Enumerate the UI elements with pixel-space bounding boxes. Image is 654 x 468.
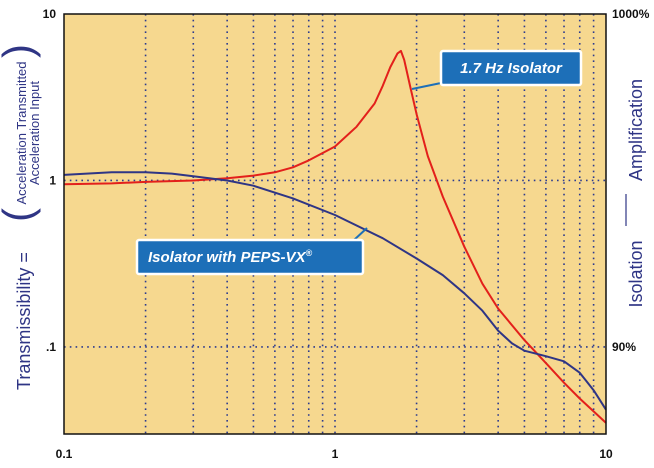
callout-label-blue: Isolator with PEPS-VX® xyxy=(148,248,313,266)
y-axis-label: Transmissibility = ( Acceleration Transm… xyxy=(0,44,42,390)
plot-frame xyxy=(63,13,607,435)
callout-label-blue-text: Isolator with PEPS-VX xyxy=(148,249,307,266)
callout-box-blue xyxy=(135,238,365,276)
right-tick-label: 90% xyxy=(612,340,636,354)
right-label-amplification: Amplification xyxy=(626,79,646,181)
y-axis-label-main: Transmissibility = xyxy=(14,252,34,390)
right-tick-label: 1000% xyxy=(612,7,650,21)
tick-labels: 0.1 1 10 10 1 .1 1000% 90% xyxy=(43,7,650,461)
right-paren: ) xyxy=(0,44,41,58)
callout-leader-red xyxy=(411,82,442,90)
x-tick-label: 0.1 xyxy=(56,447,73,461)
x-tick-label: 1 xyxy=(332,447,339,461)
y-axis-label-denominator: Acceleration Input xyxy=(27,81,42,185)
callout-label-red: 1.7 Hz Isolator xyxy=(460,60,563,77)
registered-mark: ® xyxy=(306,248,313,258)
series-line-1 xyxy=(63,171,607,411)
right-axis-label: Isolation Amplification xyxy=(625,79,646,308)
callout-peps-vx: Isolator with PEPS-VX® xyxy=(135,227,368,276)
right-label-isolation: Isolation xyxy=(626,240,646,307)
y-tick-label: 10 xyxy=(43,7,57,21)
series-lines xyxy=(63,49,607,424)
y-axis-label-numerator: Acceleration Transmitted xyxy=(14,61,29,204)
callout-box-red xyxy=(439,49,583,87)
y-tick-label: 1 xyxy=(49,173,56,187)
x-tick-label: 10 xyxy=(599,447,613,461)
y-tick-label: .1 xyxy=(46,340,56,354)
callout-leader-blue xyxy=(353,227,368,241)
left-paren: ( xyxy=(0,208,41,222)
callout-1-7hz: 1.7 Hz Isolator xyxy=(411,49,583,90)
series-line-0 xyxy=(63,49,607,424)
